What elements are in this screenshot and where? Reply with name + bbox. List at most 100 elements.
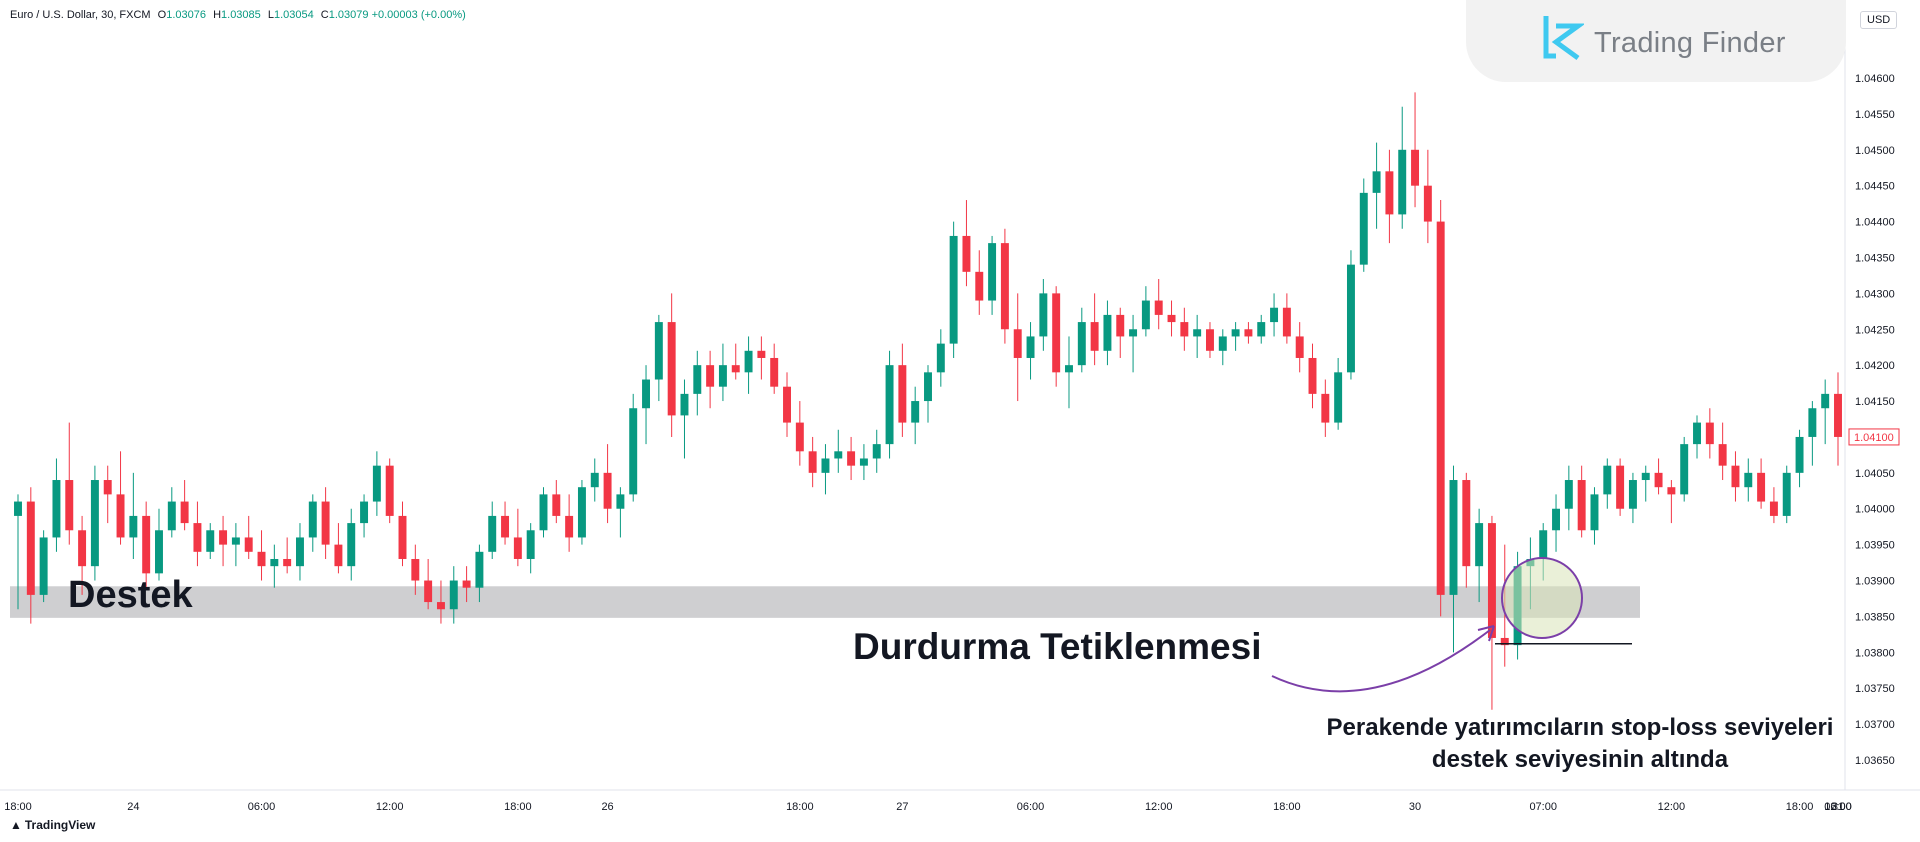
high-value: 1.03085	[221, 9, 261, 21]
y-tick-label: 1.03800	[1855, 647, 1895, 659]
candle-body	[718, 365, 727, 387]
high-label: H	[213, 9, 222, 21]
x-tick-label: 26	[601, 801, 613, 813]
currency-button[interactable]: USD	[1860, 11, 1898, 29]
x-tick-label: 18:00	[1273, 801, 1301, 813]
candle-body	[347, 523, 356, 567]
candle-body	[847, 451, 856, 466]
candle-body	[244, 537, 253, 552]
candle-body	[1167, 314, 1176, 323]
candle-body	[1295, 336, 1304, 358]
candle-body	[783, 386, 791, 423]
retail-stop-note: Perakende yatırımcıların stop-loss seviy…	[1300, 712, 1860, 776]
candle-body	[462, 580, 471, 588]
candle-body	[360, 501, 369, 524]
candle-body	[372, 465, 381, 502]
candle-body	[1616, 465, 1625, 509]
candle-body	[1462, 480, 1471, 567]
candle-body	[1487, 523, 1496, 638]
candle-body	[1757, 472, 1766, 502]
candle-body	[1116, 314, 1125, 337]
candle-body	[552, 494, 561, 516]
tradingview-logo[interactable]: ▲ TradingView	[10, 818, 95, 832]
candle-body	[1769, 501, 1778, 516]
candle-body	[898, 365, 907, 423]
candle-body	[911, 401, 920, 423]
last-price-label: 1.04100	[1854, 432, 1894, 444]
candle-body	[1577, 480, 1586, 531]
candle-body	[219, 530, 228, 545]
candle-body	[385, 465, 394, 516]
candle-body	[1795, 436, 1804, 473]
y-tick-label: 1.03950	[1855, 540, 1895, 552]
y-tick-label: 1.04200	[1855, 360, 1895, 372]
candle-body	[1270, 307, 1279, 323]
y-tick-label: 1.04150	[1855, 396, 1895, 408]
candle-body	[206, 530, 215, 552]
candle-body	[1257, 322, 1266, 337]
x-tick-label: 06:00	[248, 801, 276, 813]
y-tick-label: 1.03700	[1855, 719, 1895, 731]
candle-body	[1308, 357, 1317, 394]
candle-body	[308, 501, 317, 538]
candle-body	[1680, 444, 1689, 495]
candle-body	[988, 243, 997, 301]
y-tick-label: 1.04350	[1855, 252, 1895, 264]
candle-body	[1385, 171, 1394, 215]
candle-body	[1411, 149, 1420, 186]
candle-body	[654, 322, 663, 380]
candle-body	[565, 515, 574, 538]
candle-body	[103, 480, 112, 495]
candle-body	[1718, 444, 1727, 466]
candle-body	[770, 357, 779, 387]
x-tick-label: 31	[1832, 801, 1844, 813]
arrow-curve	[1271, 629, 1491, 693]
candle-body	[1052, 293, 1061, 373]
x-tick-label: 18:00	[786, 801, 814, 813]
y-tick-label: 1.03850	[1855, 611, 1895, 623]
stop-trigger-label: Durdurma Tetiklenmesi	[853, 626, 1262, 667]
candle-body	[821, 458, 830, 473]
candle-body	[142, 515, 151, 574]
trading-finder-logo-icon	[1543, 16, 1584, 61]
candle-body	[180, 501, 189, 524]
candle-body	[1834, 393, 1842, 437]
candle-body	[1654, 472, 1663, 488]
candles	[14, 92, 1842, 710]
x-tick-label: 06:00	[1017, 801, 1045, 813]
candle-body	[1564, 480, 1573, 509]
candle-body	[488, 515, 497, 552]
candle-body	[14, 501, 22, 516]
support-zone	[10, 586, 1640, 618]
candle-body	[1590, 494, 1599, 531]
candle-body	[1436, 221, 1445, 595]
candle-body	[90, 480, 99, 567]
close-label: C	[320, 9, 329, 21]
candle-body	[667, 322, 676, 416]
candle-body	[193, 523, 202, 552]
x-tick-label: 24	[127, 801, 139, 813]
open-value: 1.03076	[166, 9, 206, 21]
candle-body	[616, 494, 625, 509]
candle-body	[924, 372, 932, 402]
candle-body	[1693, 422, 1701, 445]
y-tick-label: 1.04550	[1855, 109, 1895, 121]
y-tick-label: 1.04450	[1855, 181, 1895, 193]
candle-body	[295, 537, 304, 567]
candle-body	[1372, 171, 1381, 193]
y-tick-label: 1.04300	[1855, 288, 1895, 300]
x-tick-label: 12:00	[376, 801, 404, 813]
x-tick-label: 18:00	[504, 801, 532, 813]
candle-body	[1552, 508, 1561, 531]
time-axis[interactable]: 18:00 24 06:00 12:00 18:00 26 18:00 27 06:00 12:0…	[0, 789, 1920, 813]
price-axis[interactable]: 1.04600 1.04550 1.04500 1.04450 1.04400 1.043…	[1844, 0, 1900, 790]
symbol-name: Euro / U.S. Dollar, 30, FXCM	[10, 9, 151, 21]
candle-body	[808, 451, 817, 473]
open-label: O	[157, 9, 167, 21]
candle-body	[26, 501, 35, 595]
candle-body	[116, 494, 125, 538]
y-tick-label: 1.04400	[1855, 217, 1895, 229]
candle-body	[167, 501, 176, 531]
candle-body	[526, 530, 535, 559]
